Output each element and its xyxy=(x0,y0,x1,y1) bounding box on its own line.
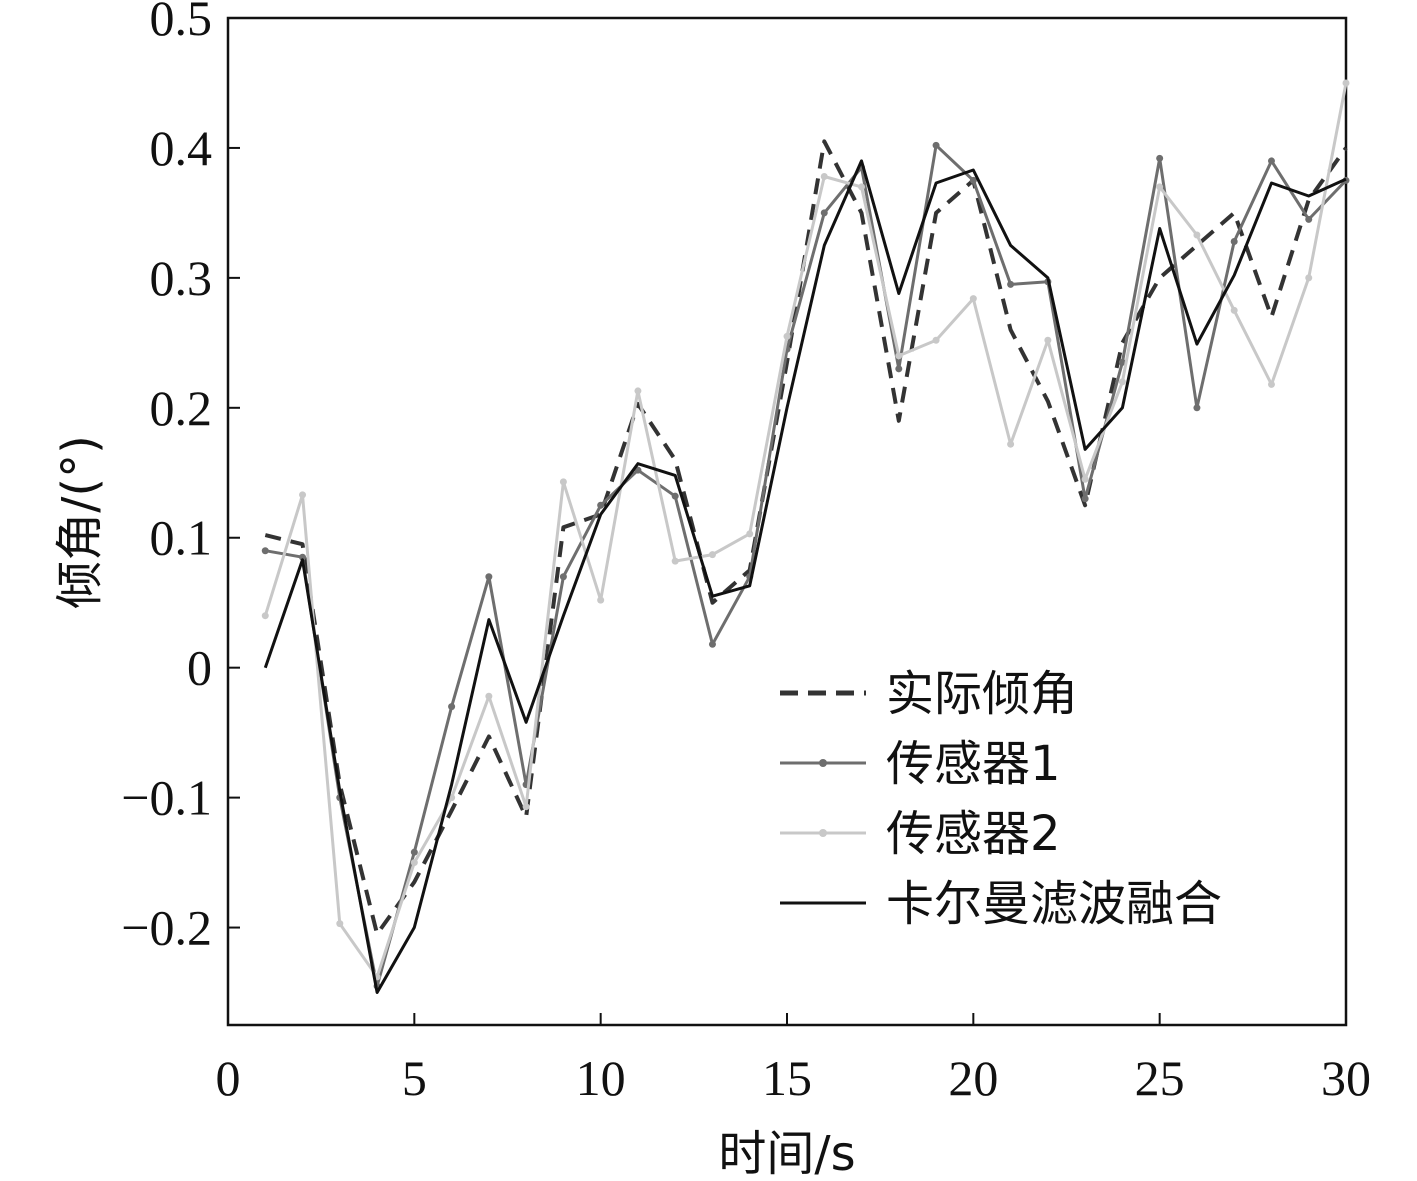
series-3-point xyxy=(671,557,679,565)
x-tick-label: 15 xyxy=(762,1050,812,1106)
series-3-point xyxy=(858,183,866,191)
series-3-point xyxy=(1230,306,1238,314)
series-1 xyxy=(264,139,1348,936)
series-3-point xyxy=(485,692,493,700)
series-2-point xyxy=(597,501,605,509)
series-3-point xyxy=(522,803,530,811)
series-3-point xyxy=(634,387,642,395)
y-axis-title: 倾角/(°) xyxy=(52,435,108,609)
series-2-line xyxy=(265,143,1348,988)
y-tick-label: −0.1 xyxy=(121,770,212,826)
y-tick-label: 0.5 xyxy=(150,0,213,46)
series-2-point xyxy=(895,365,903,373)
series-3-point xyxy=(783,332,791,340)
series-3-point xyxy=(820,173,828,181)
series-3-point xyxy=(1267,380,1275,388)
x-axis-title: 时间/s xyxy=(718,1126,855,1181)
series-2-point xyxy=(1193,404,1201,412)
series-3-point xyxy=(1007,440,1015,448)
y-tick-label: −0.2 xyxy=(121,900,212,956)
series-2-point xyxy=(448,703,456,711)
series-2-point xyxy=(485,573,493,581)
legend-marker xyxy=(819,759,827,767)
series-3-point xyxy=(1156,183,1164,191)
x-tick-label: 5 xyxy=(402,1050,427,1106)
series-2-point xyxy=(1007,280,1015,288)
series-3-point xyxy=(410,859,418,867)
series-2-point xyxy=(1230,237,1238,245)
legend-item: 卡尔曼滤波融合 xyxy=(780,876,1222,932)
plot-frame xyxy=(226,16,1348,1027)
series-3-point xyxy=(746,530,754,538)
y-axis: −0.2 −0.1 0 0.1 0.2 0.3 0.4 0.5 xyxy=(121,0,240,956)
x-tick-label: 0 xyxy=(216,1050,241,1106)
series-2-point xyxy=(1081,495,1089,503)
y-tick-label: 0.1 xyxy=(150,510,213,566)
series-2-point xyxy=(1118,358,1126,366)
legend-item: 传感器1 xyxy=(780,736,1061,792)
series-3-point xyxy=(559,478,567,486)
series-3-point xyxy=(336,920,344,928)
series-3 xyxy=(261,79,1350,981)
series-2-point xyxy=(671,492,679,500)
series-2-point xyxy=(1156,154,1164,162)
series-2-point xyxy=(708,640,716,648)
legend-item: 实际倾角 xyxy=(780,666,1078,722)
x-tick-label: 10 xyxy=(576,1050,626,1106)
series-3-point xyxy=(1305,274,1313,282)
series-2-point xyxy=(410,848,418,856)
series-3-point xyxy=(1193,231,1201,239)
x-axis: 0 5 10 15 20 25 30 xyxy=(216,1013,1371,1106)
series-2-point xyxy=(969,176,977,184)
series-3-point xyxy=(1118,378,1126,386)
y-tick-label: 0.3 xyxy=(150,250,213,306)
x-tick-label: 30 xyxy=(1321,1050,1371,1106)
series-1-line xyxy=(264,139,1348,936)
series-4-line xyxy=(263,159,1347,994)
legend-label: 传感器1 xyxy=(886,736,1061,792)
legend-label: 实际倾角 xyxy=(886,666,1078,722)
legend-label: 卡尔曼滤波融合 xyxy=(886,876,1222,932)
y-tick-label: 0.4 xyxy=(150,120,213,176)
y-tick-label: 0 xyxy=(187,640,212,696)
series-4 xyxy=(263,159,1347,994)
legend-item: 传感器2 xyxy=(780,806,1061,862)
series-3-point xyxy=(708,551,716,559)
x-tick-label: 20 xyxy=(948,1050,998,1106)
legend-marker xyxy=(819,829,827,837)
legend-label: 传感器2 xyxy=(886,806,1061,862)
series-3-point xyxy=(1081,475,1089,483)
series-3-point xyxy=(299,491,307,499)
series-3-point xyxy=(895,352,903,360)
x-tick-label: 25 xyxy=(1135,1050,1185,1106)
series-3-point xyxy=(1044,336,1052,344)
series-2-point xyxy=(299,553,307,561)
series-3-line xyxy=(263,82,1348,979)
series-2-point xyxy=(1305,215,1313,223)
series-2-point xyxy=(932,141,940,149)
series-3-point xyxy=(597,596,605,604)
series-2-point xyxy=(559,573,567,581)
y-tick-label: 0.2 xyxy=(150,380,213,436)
series-layer xyxy=(261,79,1350,994)
series-3-point xyxy=(1342,79,1350,87)
series-2-point xyxy=(820,209,828,217)
series-2-point xyxy=(1267,157,1275,165)
series-3-point xyxy=(969,295,977,303)
series-2-point xyxy=(261,547,269,555)
series-3-point xyxy=(261,612,269,620)
series-3-point xyxy=(932,336,940,344)
